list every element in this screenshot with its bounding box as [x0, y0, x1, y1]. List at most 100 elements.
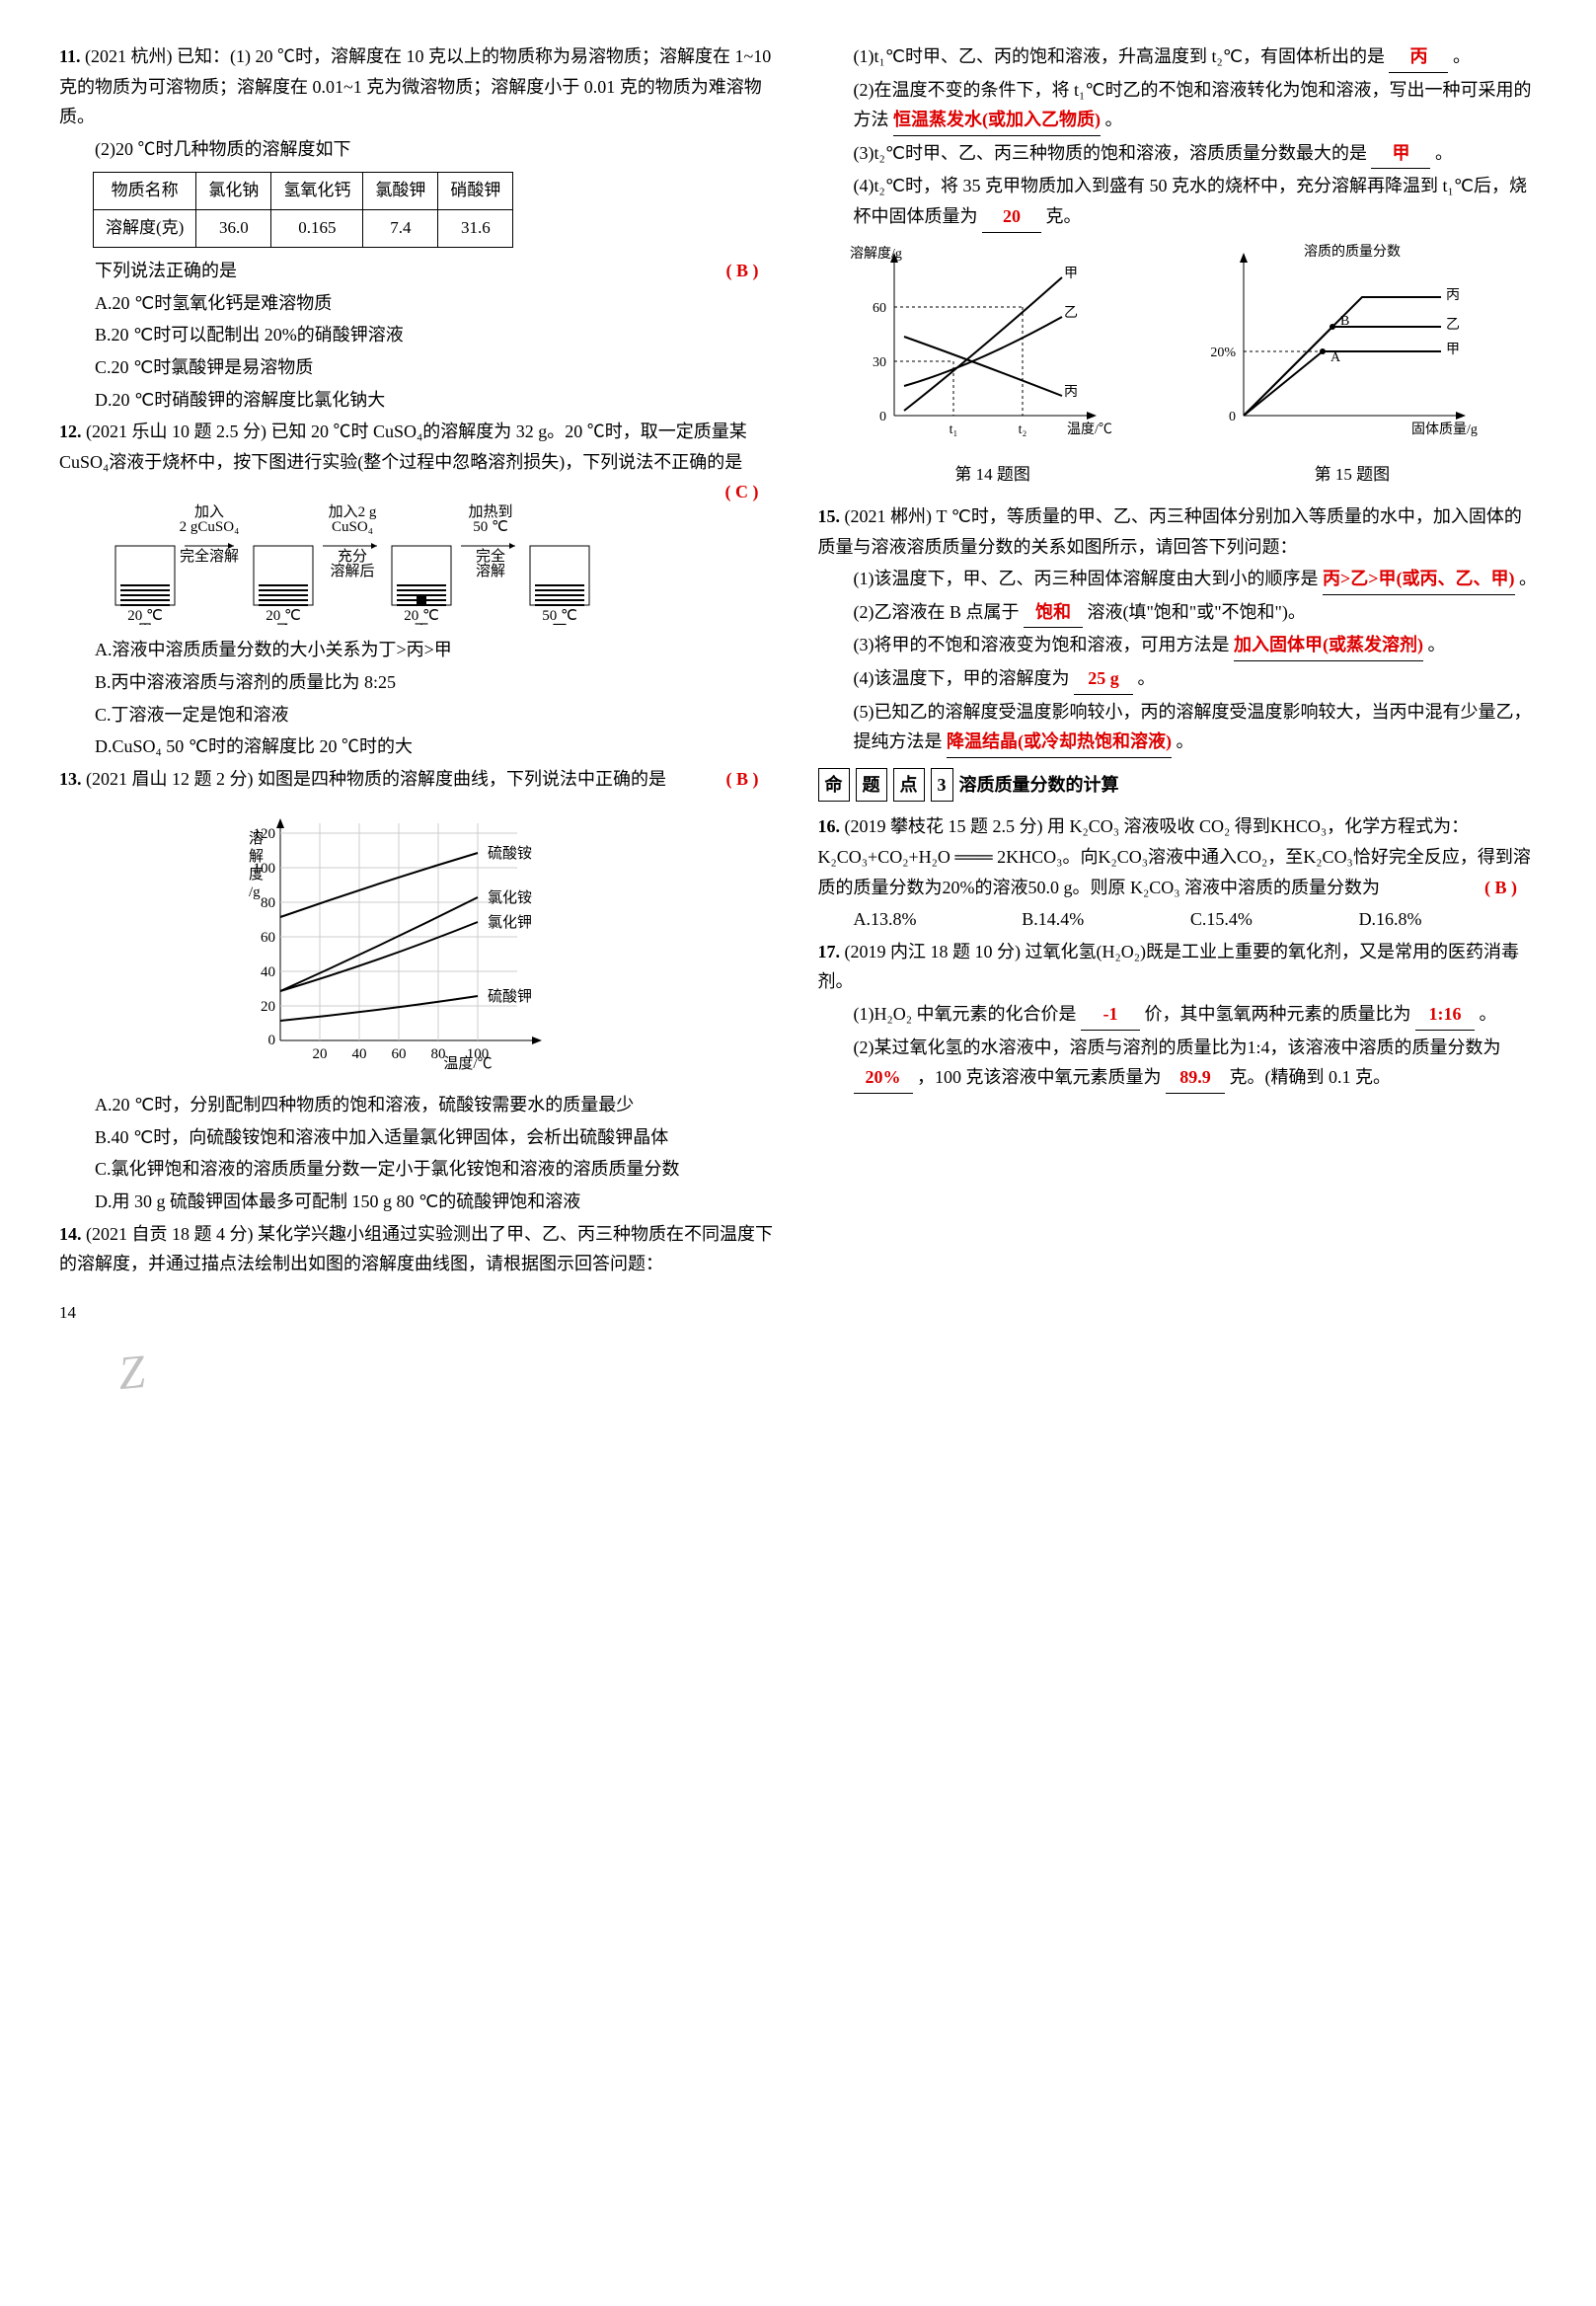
label: 硫酸铵 — [488, 845, 532, 862]
o: A.13.8% — [854, 904, 1018, 935]
t: 。 — [1428, 635, 1446, 654]
svg-text:0: 0 — [879, 410, 886, 424]
cell: 硝酸钾 — [438, 173, 513, 210]
o: C.15.4% — [1190, 904, 1354, 935]
q17-p1: (1)H₂O₂ 中氧元素的化合价是 -1 价，其中氢氧两种元素的质量比为 1:1… — [818, 999, 1538, 1031]
ylabel: 溶 — [249, 830, 264, 847]
q11-num: 11. — [59, 46, 81, 66]
t: 溶液(填"饱和"或"不饱和")。 — [1088, 602, 1306, 622]
t: 。 — [1453, 46, 1471, 66]
a: 89.9 — [1166, 1062, 1225, 1094]
q16-answer: ( B ) — [1484, 873, 1517, 903]
left-column: 11. (2021 杭州) 已知：(1) 20 ℃时，溶解度在 10 克以上的物… — [59, 39, 779, 1330]
cell: 物质名称 — [94, 173, 196, 210]
svg-text:80: 80 — [261, 895, 275, 911]
label: 甲 — [138, 623, 153, 625]
cap15: 第 15 题图 — [1194, 461, 1510, 490]
q13-src: (2021 眉山 12 题 2 分) — [86, 769, 254, 789]
page-number: 14 — [59, 1299, 779, 1328]
svg-text:20: 20 — [261, 999, 275, 1015]
cell: 0.165 — [271, 210, 363, 248]
s: 点 — [893, 768, 925, 803]
q11-D: D.20 ℃时硝酸钾的溶解度比氯化钠大 — [59, 385, 779, 416]
yl: 溶质的质量分数 — [1304, 244, 1401, 260]
q12-stem: 12. (2021 乐山 10 题 2.5 分) 已知 20 ℃时 CuSO₄的… — [59, 417, 779, 477]
xl: 固体质量/g — [1411, 422, 1478, 437]
s: 命 — [818, 768, 850, 803]
a: 20% — [854, 1062, 913, 1094]
q15-p3: (3)将甲的不饱和溶液变为饱和溶液，可用方法是 加入固体甲(或蒸发溶剂) 。 — [818, 630, 1538, 661]
cell: 7.4 — [363, 210, 438, 248]
q11-stem: 11. (2021 杭州) 已知：(1) 20 ℃时，溶解度在 10 克以上的物… — [59, 41, 779, 132]
t: (3)t₂℃时甲、乙、丙三种物质的饱和溶液，溶质质量分数最大的是 — [854, 143, 1367, 163]
q11-C: C.20 ℃时氯酸钾是易溶物质 — [59, 352, 779, 383]
charts-14-15: 0 30 60 t₁ t₂ 甲 乙 丙 溶解度/g 温度 — [818, 243, 1538, 492]
q12-A: A.溶液中溶质质量分数的大小关系为丁>丙>甲 — [59, 635, 779, 665]
l: 甲 — [1064, 267, 1078, 281]
label: 50 ℃ — [542, 608, 577, 624]
chart14: 0 30 60 t₁ t₂ 甲 乙 丙 溶解度/g 温度 — [845, 243, 1141, 492]
q13-t1: 如图是四种物质的溶解度曲线，下列说法中正确的是 — [258, 769, 666, 789]
q14-p1: (1)t₁℃时甲、乙、丙的饱和溶液，升高温度到 t₂℃，有固体析出的是 丙 。 — [818, 41, 1538, 73]
label: 溶解 — [476, 563, 505, 579]
q16-opts: A.13.8% B.14.4% C.15.4% D.16.8% — [818, 904, 1538, 935]
label: 完全 — [476, 547, 505, 565]
cell: 溶解度(克) — [94, 210, 196, 248]
t: ，100 克该溶液中氧元素质量为 — [917, 1067, 1162, 1087]
label: 氯化铵 — [488, 889, 532, 906]
q17-src: (2019 内江 18 题 10 分) — [845, 942, 1022, 961]
q11-table: 物质名称 氯化钠 氢氧化钙 氯酸钾 硝酸钾 溶解度(克) 36.0 0.165 … — [93, 172, 513, 248]
q13-stem: 13. (2021 眉山 12 题 2 分) 如图是四种物质的溶解度曲线，下列说… — [59, 764, 779, 795]
o: B.14.4% — [1022, 904, 1185, 935]
q13-B: B.40 ℃时，向硫酸铵饱和溶液中加入适量氯化钾固体，会析出硫酸钾晶体 — [59, 1122, 779, 1153]
q12-C: C.丁溶液一定是饱和溶液 — [59, 700, 779, 730]
q16-src: (2019 攀枝花 15 题 2.5 分) — [845, 816, 1043, 836]
q17-p2: (2)某过氧化氢的水溶液中，溶质与溶剂的质量比为1:4，该溶液中溶质的质量分数为… — [818, 1033, 1538, 1094]
label: 乙 — [276, 623, 291, 625]
t: (3)将甲的不饱和溶液变为饱和溶液，可用方法是 — [854, 635, 1230, 654]
cell: 氯酸钾 — [363, 173, 438, 210]
label: 充分 — [338, 548, 367, 565]
xl: 温度/℃ — [1067, 422, 1112, 437]
svg-text:30: 30 — [873, 355, 886, 370]
section-header: 命 题 点 3 溶质质量分数的计算 — [818, 768, 1538, 803]
t: (1)t₁℃时甲、乙、丙的饱和溶液，升高温度到 t₂℃，有固体析出的是 — [854, 46, 1385, 66]
label: 氯化钾 — [488, 914, 532, 931]
right-column: (1)t₁℃时甲、乙、丙的饱和溶液，升高温度到 t₂℃，有固体析出的是 丙 。 … — [818, 39, 1538, 1330]
q12-answer: ( C ) — [725, 477, 759, 507]
cell: 36.0 — [196, 210, 271, 248]
q14-num: 14. — [59, 1224, 82, 1244]
t: (4)t₂℃时，将 35 克甲物质加入到盛有 50 克水的烧杯中，充分溶解再降温… — [854, 176, 1527, 226]
q12-D: D.CuSO₄ 50 ℃时的溶解度比 20 ℃时的大 — [59, 731, 779, 762]
t: (2)某过氧化氢的水溶液中，溶质与溶剂的质量比为1:4，该溶液中溶质的质量分数为 — [854, 1038, 1501, 1057]
t: (2)乙溶液在 B 点属于 — [854, 602, 1020, 622]
q13-C: C.氯化钾饱和溶液的溶质质量分数一定小于氯化铵饱和溶液的溶质质量分数 — [59, 1154, 779, 1185]
q11-A: A.20 ℃时氢氧化钙是难溶物质 — [59, 288, 779, 319]
svg-text:40: 40 — [261, 964, 275, 980]
t: 。 — [1177, 731, 1194, 751]
svg-text:解: 解 — [249, 848, 264, 865]
xlabel: 温度/℃ — [444, 1055, 493, 1072]
svg-text:20%: 20% — [1210, 346, 1236, 360]
q14-p2: (2)在温度不变的条件下，将 t₁℃时乙的不饱和溶液转化为饱和溶液，写出一种可采… — [818, 75, 1538, 136]
q16-num: 16. — [818, 816, 841, 836]
label: 加热到 — [469, 503, 513, 520]
l: 乙 — [1064, 305, 1078, 321]
q17-num: 17. — [818, 942, 841, 961]
q13-num: 13. — [59, 769, 82, 789]
t: (1)H₂O₂ 中氧元素的化合价是 — [854, 1004, 1077, 1024]
q12-num: 12. — [59, 422, 82, 441]
q11-B: B.20 ℃时可以配制出 20%的硝酸钾溶液 — [59, 320, 779, 350]
chart15: 0 20% A B 丙 乙 甲 溶质的质量分数 固体质量/g 第 15 题图 — [1194, 243, 1510, 492]
t: (4)该温度下，甲的溶解度为 — [854, 668, 1070, 688]
label: 溶解后 — [331, 563, 375, 579]
t: 克。(精确到 0.1 克。 — [1230, 1067, 1392, 1087]
svg-text:t₁: t₁ — [949, 423, 957, 437]
q14-src: (2021 自贡 18 题 4 分) — [86, 1224, 254, 1244]
svg-text:0: 0 — [1229, 410, 1236, 424]
s: 3 — [931, 768, 953, 803]
label: 加入2 g — [329, 503, 377, 520]
svg-text:0: 0 — [268, 1033, 276, 1048]
q15-p5: (5)已知乙的溶解度受温度影响较小，丙的溶解度受温度影响较大，当丙中混有少量乙，… — [818, 697, 1538, 758]
t: 。 — [1138, 668, 1156, 688]
